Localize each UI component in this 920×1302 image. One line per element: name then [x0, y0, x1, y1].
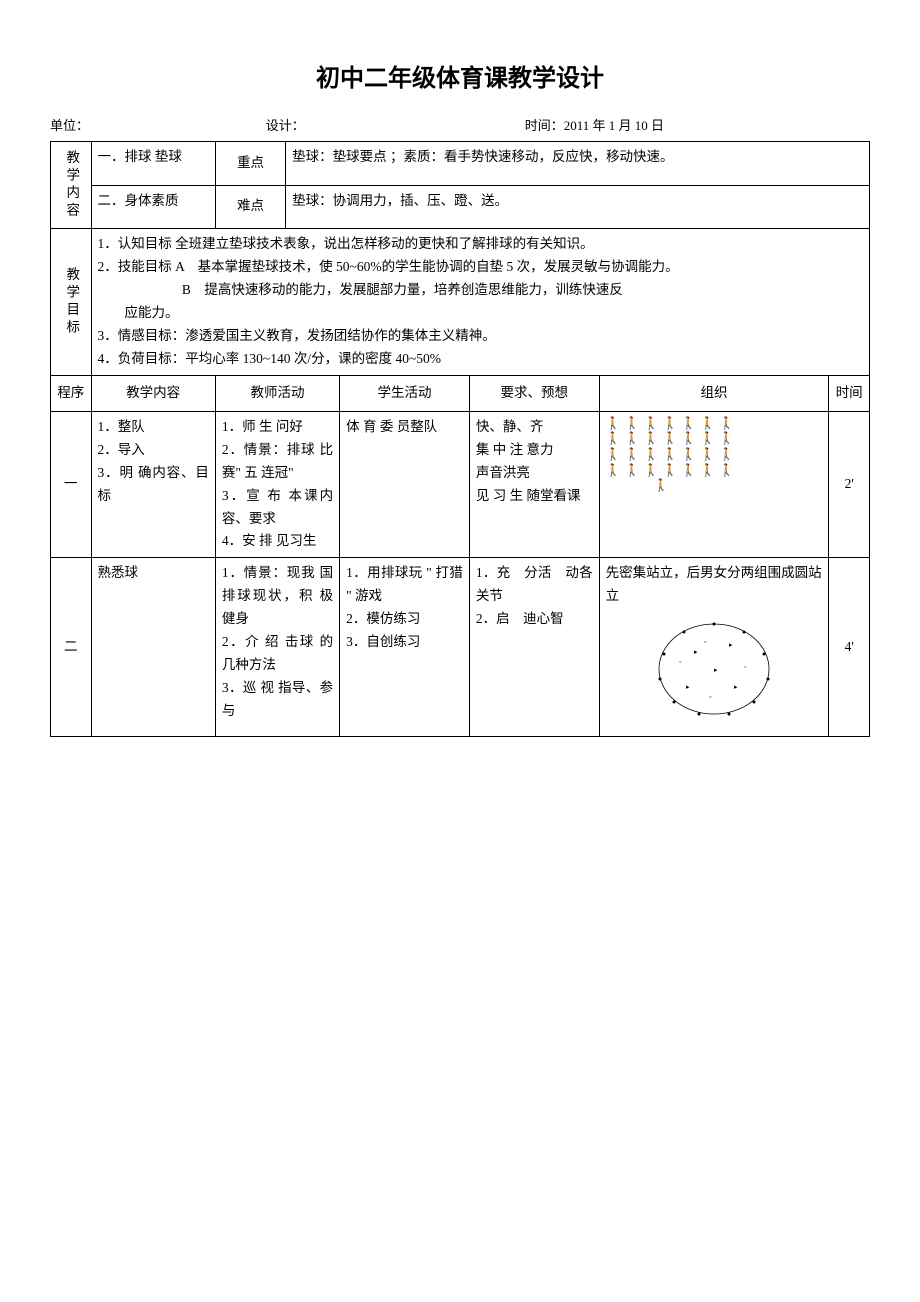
hdr-org: 组织: [599, 375, 829, 411]
list-item: 1．用排球玩 " 打猎 " 游戏: [346, 562, 463, 608]
list-item: 2．导入: [98, 439, 209, 462]
sec1-teacher: 1．师 生 问好 2．情景：排球 比 赛" 五 连冠" 3．宣 布 本课内容、要…: [215, 411, 339, 558]
formation-row: 🚶🚶🚶🚶🚶🚶🚶: [606, 416, 823, 432]
meta-time-label: 时间：: [525, 118, 564, 133]
goal-line: 2．技能目标 A 基本掌握垫球技术，使 50~60%的学生能协调的自垫 5 次，…: [98, 256, 863, 279]
svg-text:▸: ▸: [734, 683, 738, 691]
sec1-seq: 一: [51, 411, 92, 558]
content-row2-mid: 难点: [215, 185, 285, 229]
list-item: 4．安 排 见习生: [222, 530, 333, 553]
meta-design: 设计：: [266, 116, 525, 137]
hdr-student: 学生活动: [340, 375, 470, 411]
sec2-content: 熟悉球: [91, 558, 215, 737]
sec1-content: 1．整队 2．导入 3．明 确内容、目标: [91, 411, 215, 558]
list-item: 快、静、齐: [476, 416, 593, 439]
formation-row: 🚶🚶🚶🚶🚶🚶🚶: [606, 463, 823, 479]
list-item: 2．介 绍 击球 的 几种方法: [222, 631, 333, 677]
sec2-teacher: 1．情景：现我 国 排球现状，积 极 健身 2．介 绍 击球 的 几种方法 3．…: [215, 558, 339, 737]
meta-unit: 单位：: [50, 116, 266, 137]
formation-row: 🚶: [606, 478, 823, 494]
goal-line: 4．负荷目标：平均心率 130~140 次/分，课的密度 40~50%: [98, 348, 863, 371]
svg-text:◦: ◦: [709, 693, 711, 701]
list-item: 3．宣 布 本课内容、要求: [222, 485, 333, 531]
sec2-req: 1．充 分活 动各 关节 2．启 迪心智: [469, 558, 599, 737]
goals-body: 1．认知目标 全班建立垫球技术表象，说出怎样移动的更快和了解排球的有关知识。 2…: [91, 229, 869, 376]
svg-text:▸: ▸: [714, 666, 718, 674]
sec2-org: 先密集站立，后男女分两组围成圆站立 ◦ ▸ ◦ ▸ ◦ ▸ ◦ ▸: [599, 558, 829, 737]
sec1-time: 2': [829, 411, 870, 558]
sec1-student: 体 育 委 员整队: [340, 411, 470, 558]
formation-row: 🚶🚶🚶🚶🚶🚶🚶: [606, 431, 823, 447]
list-item: 1．整队: [98, 416, 209, 439]
content-row2-left: 二．身体素质: [91, 185, 215, 229]
content-row1-mid: 重点: [215, 142, 285, 186]
sec2-seq: 二: [51, 558, 92, 737]
page-title: 初中二年级体育课教学设计: [50, 60, 870, 98]
list-item: 2．模仿练习: [346, 608, 463, 631]
list-item: 见 习 生 随堂看课: [476, 485, 593, 508]
sec2-org-text: 先密集站立，后男女分两组围成圆站立: [606, 562, 823, 608]
formation-row: 🚶🚶🚶🚶🚶🚶🚶: [606, 447, 823, 463]
svg-text:▸: ▸: [694, 648, 698, 656]
content-row1-right: 垫球：垫球要点 ；素质：看手势快速移动，反应快，移动快速。: [286, 142, 870, 186]
goal-line: 1．认知目标 全班建立垫球技术表象，说出怎样移动的更快和了解排球的有关知识。: [98, 233, 863, 256]
goal-line: 应能力。: [98, 302, 863, 325]
goal-line: B 提高快速移动的能力，发展腿部力量，培养创造思维能力，训练快速反: [98, 279, 863, 302]
content-row1-left: 一．排球 垫球: [91, 142, 215, 186]
svg-text:◦: ◦: [744, 663, 746, 671]
goal-line: 3．情感目标：渗透爱国主义教育，发扬团结协作的集体主义精神。: [98, 325, 863, 348]
hdr-seq: 程序: [51, 375, 92, 411]
meta-time-value: 2011 年 1 月 10 日: [564, 118, 664, 133]
meta-time: 时间：2011 年 1 月 10 日: [525, 116, 870, 137]
list-item: 3．巡 视 指导、参与: [222, 677, 333, 723]
list-item: 集 中 注 意力: [476, 439, 593, 462]
sec2-student: 1．用排球玩 " 打猎 " 游戏 2．模仿练习 3．自创练习: [340, 558, 470, 737]
svg-text:◦: ◦: [679, 658, 681, 666]
hdr-content: 教学内容: [91, 375, 215, 411]
content-side-label: 教学内容: [51, 142, 92, 229]
list-item: 声音洪亮: [476, 462, 593, 485]
list-item: 1．情景：现我 国 排球现状，积 极 健身: [222, 562, 333, 631]
sec2-time: 4': [829, 558, 870, 737]
hdr-time: 时间: [829, 375, 870, 411]
list-item: 2．启 迪心智: [476, 608, 593, 631]
formation-diagram: 🚶🚶🚶🚶🚶🚶🚶 🚶🚶🚶🚶🚶🚶🚶 🚶🚶🚶🚶🚶🚶🚶 🚶🚶🚶🚶🚶🚶🚶 🚶: [606, 416, 823, 494]
list-item: 3．明 确内容、目标: [98, 462, 209, 508]
svg-text:▸: ▸: [729, 641, 733, 649]
sec1-req: 快、静、齐 集 中 注 意力 声音洪亮 见 习 生 随堂看课: [469, 411, 599, 558]
list-item: 2．情景：排球 比 赛" 五 连冠": [222, 439, 333, 485]
list-item: 1．师 生 问好: [222, 416, 333, 439]
circle-diagram: ◦ ▸ ◦ ▸ ◦ ▸ ◦ ▸ ▸: [606, 614, 823, 732]
sec1-org: 🚶🚶🚶🚶🚶🚶🚶 🚶🚶🚶🚶🚶🚶🚶 🚶🚶🚶🚶🚶🚶🚶 🚶🚶🚶🚶🚶🚶🚶 🚶: [599, 411, 829, 558]
svg-text:◦: ◦: [704, 638, 706, 646]
content-row2-right: 垫球：协调用力，插、压、蹬、送。: [286, 185, 870, 229]
list-item: 3．自创练习: [346, 631, 463, 654]
hdr-req: 要求、预想: [469, 375, 599, 411]
lesson-table: 教学内容 一．排球 垫球 重点 垫球：垫球要点 ；素质：看手势快速移动，反应快，…: [50, 141, 870, 737]
goals-side-label: 教学目标: [51, 229, 92, 376]
hdr-teacher: 教师活动: [215, 375, 339, 411]
meta-row: 单位： 设计： 时间：2011 年 1 月 10 日: [50, 116, 870, 137]
list-item: 1．充 分活 动各 关节: [476, 562, 593, 608]
svg-text:▸: ▸: [686, 683, 690, 691]
